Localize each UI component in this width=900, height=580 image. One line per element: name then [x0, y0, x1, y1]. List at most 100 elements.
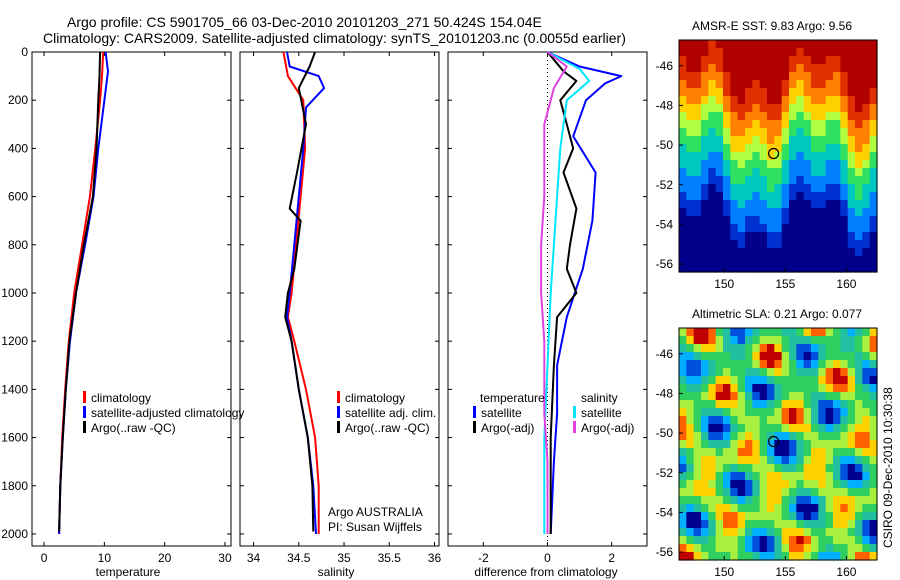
heatmap-cell [715, 528, 724, 537]
heatmap-cell [723, 248, 731, 257]
heatmap-cell [781, 368, 790, 377]
heatmap-cell [752, 400, 761, 409]
heatmap-cell [679, 184, 687, 193]
heatmap-cell [811, 480, 819, 489]
heatmap-cell [730, 544, 739, 553]
heatmap-cell [869, 480, 878, 489]
heatmap-cell [715, 248, 724, 257]
heatmap-cell [781, 328, 790, 337]
heatmap-cell [803, 144, 812, 153]
heatmap-cell [759, 512, 768, 521]
x-tick-label: 160 [836, 565, 856, 579]
heatmap-cell [803, 520, 812, 529]
y-tick-label: 1200 [1, 334, 28, 348]
heatmap-cell [818, 552, 827, 561]
heatmap-cell [730, 552, 739, 561]
heatmap-cell [840, 448, 849, 457]
heatmap-cell [796, 512, 805, 521]
heatmap-cell [847, 88, 856, 97]
heatmap-cell [825, 152, 834, 161]
heatmap-cell [745, 80, 753, 89]
heatmap-cell [847, 520, 856, 529]
heatmap-cell [745, 432, 753, 441]
heatmap-cell [811, 408, 819, 417]
heatmap-cell [745, 264, 753, 273]
heatmap-cell [752, 80, 761, 89]
heatmap-cell [759, 208, 768, 217]
heatmap-cell [833, 504, 841, 513]
heatmap-cell [811, 200, 819, 209]
heatmap-cell [745, 40, 753, 49]
heatmap-cell [803, 48, 812, 57]
heatmap-cell [679, 200, 687, 209]
heatmap-cell [759, 192, 768, 201]
heatmap-cell [745, 192, 753, 201]
heatmap-cell [745, 120, 753, 129]
heatmap-cell [679, 256, 687, 265]
heatmap-cell [818, 152, 827, 161]
heatmap-cell [811, 352, 819, 361]
heatmap-cell [847, 104, 856, 113]
heatmap-cell [781, 208, 790, 217]
heatmap-cell [818, 72, 827, 81]
heatmap-cell [825, 240, 834, 249]
heatmap-cell [752, 224, 761, 233]
heatmap-cell [811, 160, 819, 169]
heatmap-cell [862, 256, 871, 265]
heatmap-cell [855, 376, 863, 385]
heatmap-cell [708, 224, 717, 233]
heatmap-cell [730, 40, 739, 49]
heatmap-cell [855, 64, 863, 73]
heatmap-cell [686, 544, 695, 553]
heatmap-cell [686, 120, 695, 129]
heatmap-cell [701, 448, 709, 457]
heatmap-cell [708, 504, 717, 513]
heatmap-cell [862, 496, 871, 505]
heatmap-cell [825, 48, 834, 57]
heatmap-cell [840, 336, 849, 345]
heatmap-cell [752, 392, 761, 401]
heatmap-cell [803, 232, 812, 241]
heatmap-cell [752, 536, 761, 545]
heatmap-cell [774, 328, 783, 337]
heatmap-cell [847, 416, 856, 425]
heatmap-cell [869, 520, 878, 529]
heatmap-cell [723, 184, 731, 193]
heatmap-cell [679, 104, 687, 113]
heatmap-cell [723, 552, 731, 561]
heatmap-cell [833, 168, 841, 177]
heatmap-cell [701, 152, 709, 161]
y-tick-label: -46 [656, 347, 674, 361]
heatmap-cell [840, 400, 849, 409]
heatmap-cell [796, 408, 805, 417]
heatmap-cell [701, 552, 709, 561]
heatmap-cell [796, 216, 805, 225]
heatmap-cell [869, 536, 878, 545]
heatmap-cell [686, 200, 695, 209]
heatmap-cell [737, 88, 746, 97]
heatmap-cell [715, 384, 724, 393]
heatmap-cell [789, 488, 797, 497]
heatmap-cell [730, 480, 739, 489]
heatmap-cell [825, 376, 834, 385]
heatmap-cell [869, 496, 878, 505]
heatmap-cell [723, 136, 731, 145]
heatmap-cell [693, 440, 702, 449]
heatmap-cell [715, 208, 724, 217]
heatmap-cell [686, 432, 695, 441]
heatmap-cell [767, 96, 775, 105]
heatmap-cell [730, 496, 739, 505]
heatmap-cell [730, 168, 739, 177]
heatmap-cell [833, 136, 841, 145]
x-tick-label: 155 [775, 277, 795, 291]
heatmap-cell [840, 552, 849, 561]
heatmap-cell [767, 48, 775, 57]
heatmap-cell [781, 224, 790, 233]
heatmap-cell [811, 264, 819, 273]
heatmap-cell [730, 504, 739, 513]
heatmap-cell [855, 368, 863, 377]
heatmap-cell [869, 368, 878, 377]
heatmap-cell [752, 216, 761, 225]
heatmap-cell [869, 416, 878, 425]
heatmap-cell [752, 88, 761, 97]
